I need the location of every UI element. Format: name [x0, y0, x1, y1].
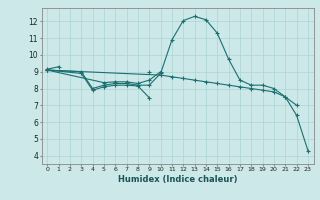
- X-axis label: Humidex (Indice chaleur): Humidex (Indice chaleur): [118, 175, 237, 184]
